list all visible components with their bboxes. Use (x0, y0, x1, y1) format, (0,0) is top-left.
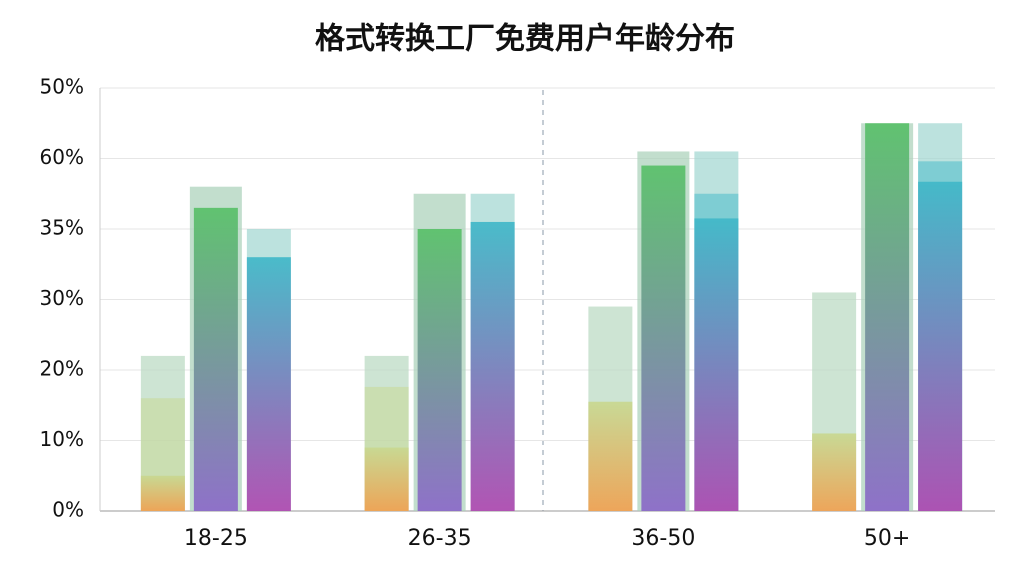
bar (588, 401, 633, 511)
bar (641, 165, 686, 512)
x-tick-label: 18-25 (184, 526, 248, 551)
bar (417, 229, 462, 511)
bar (694, 218, 739, 512)
bar (470, 221, 515, 511)
bar (812, 433, 857, 511)
chart-title: 格式转换工厂免费用户年龄分布 (315, 22, 735, 57)
y-tick-label: 10% (40, 427, 84, 451)
bar (193, 207, 238, 511)
y-tick-label: 0% (52, 498, 84, 522)
bar (140, 475, 185, 511)
y-tick-label: 20% (40, 357, 84, 381)
bar (246, 257, 291, 511)
bar (364, 447, 409, 511)
x-tick-label: 26-35 (408, 526, 472, 551)
y-tick-label: 60% (40, 145, 84, 169)
x-tick-label: 50+ (864, 526, 910, 551)
y-tick-label: 50% (40, 75, 84, 99)
y-tick-label: 35% (40, 216, 84, 240)
x-tick-label: 36-50 (631, 526, 695, 551)
bar (865, 123, 910, 511)
y-tick-label: 30% (40, 286, 84, 310)
bar (918, 181, 963, 511)
